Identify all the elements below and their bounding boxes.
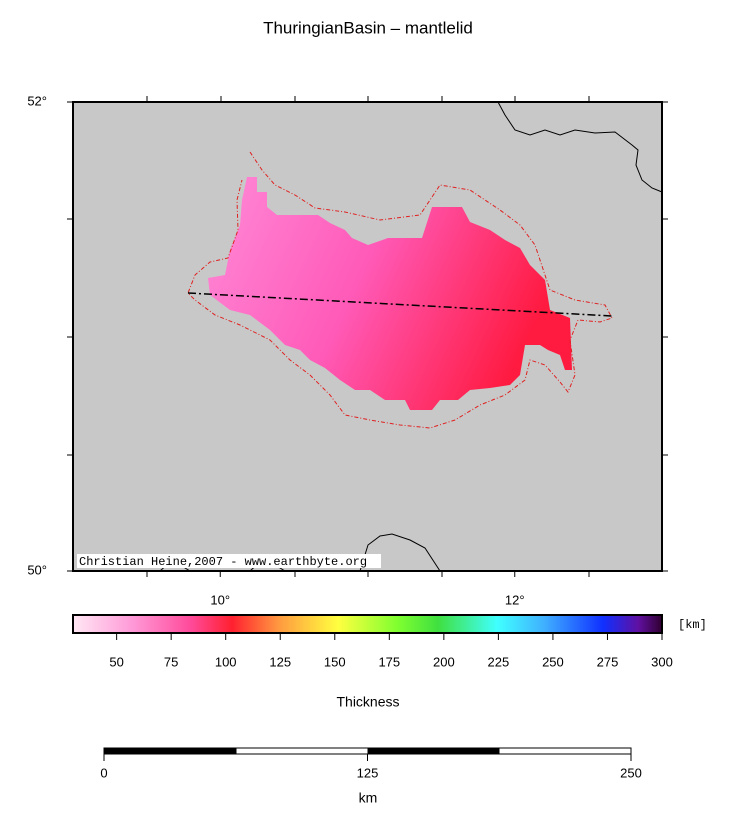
lon-label: 10°	[210, 592, 230, 607]
scalebar-tick-label: 0	[100, 765, 107, 780]
scalebar-segment	[103, 747, 237, 755]
colorbar-unit: [km]	[678, 618, 707, 632]
colorbar-tick-label: 200	[433, 654, 455, 669]
scalebar-segment	[498, 747, 632, 755]
outline	[187, 151, 613, 429]
colorbar-tick-label: 225	[488, 654, 510, 669]
scalebar-tick-label: 125	[357, 765, 379, 780]
colorbar-tick-label: 175	[378, 654, 400, 669]
colorbar-tick-label: 300	[651, 654, 673, 669]
scalebar-segment	[367, 747, 500, 755]
scalebar-unit: km	[359, 790, 378, 806]
colorbar-tick-label: 100	[215, 654, 237, 669]
colorbar-tick-label: 75	[164, 654, 178, 669]
thickness-area	[208, 177, 572, 410]
colorbar-tick-label: 250	[542, 654, 564, 669]
credit: Christian Heine,2007 - www.earthbyte.org	[79, 555, 367, 569]
colorbar-tick-label: 150	[324, 654, 346, 669]
map-title: ThuringianBasin – mantlelid	[263, 18, 473, 37]
colorbar-tick-label: 275	[597, 654, 619, 669]
minor-ticks	[67, 96, 668, 577]
colorbar-label: Thickness	[336, 694, 399, 710]
colorbar	[72, 614, 663, 634]
colorbar-tick-label: 125	[269, 654, 291, 669]
lat-label: 50°	[27, 562, 47, 577]
colorbar-tick-label: 50	[109, 654, 123, 669]
lat-label: 52°	[27, 93, 47, 108]
profile-line	[187, 292, 613, 317]
lon-label: 12°	[505, 592, 525, 607]
credit-box	[77, 554, 381, 568]
scalebar-segment	[235, 747, 369, 755]
scalebar-tick-label: 250	[620, 765, 642, 780]
